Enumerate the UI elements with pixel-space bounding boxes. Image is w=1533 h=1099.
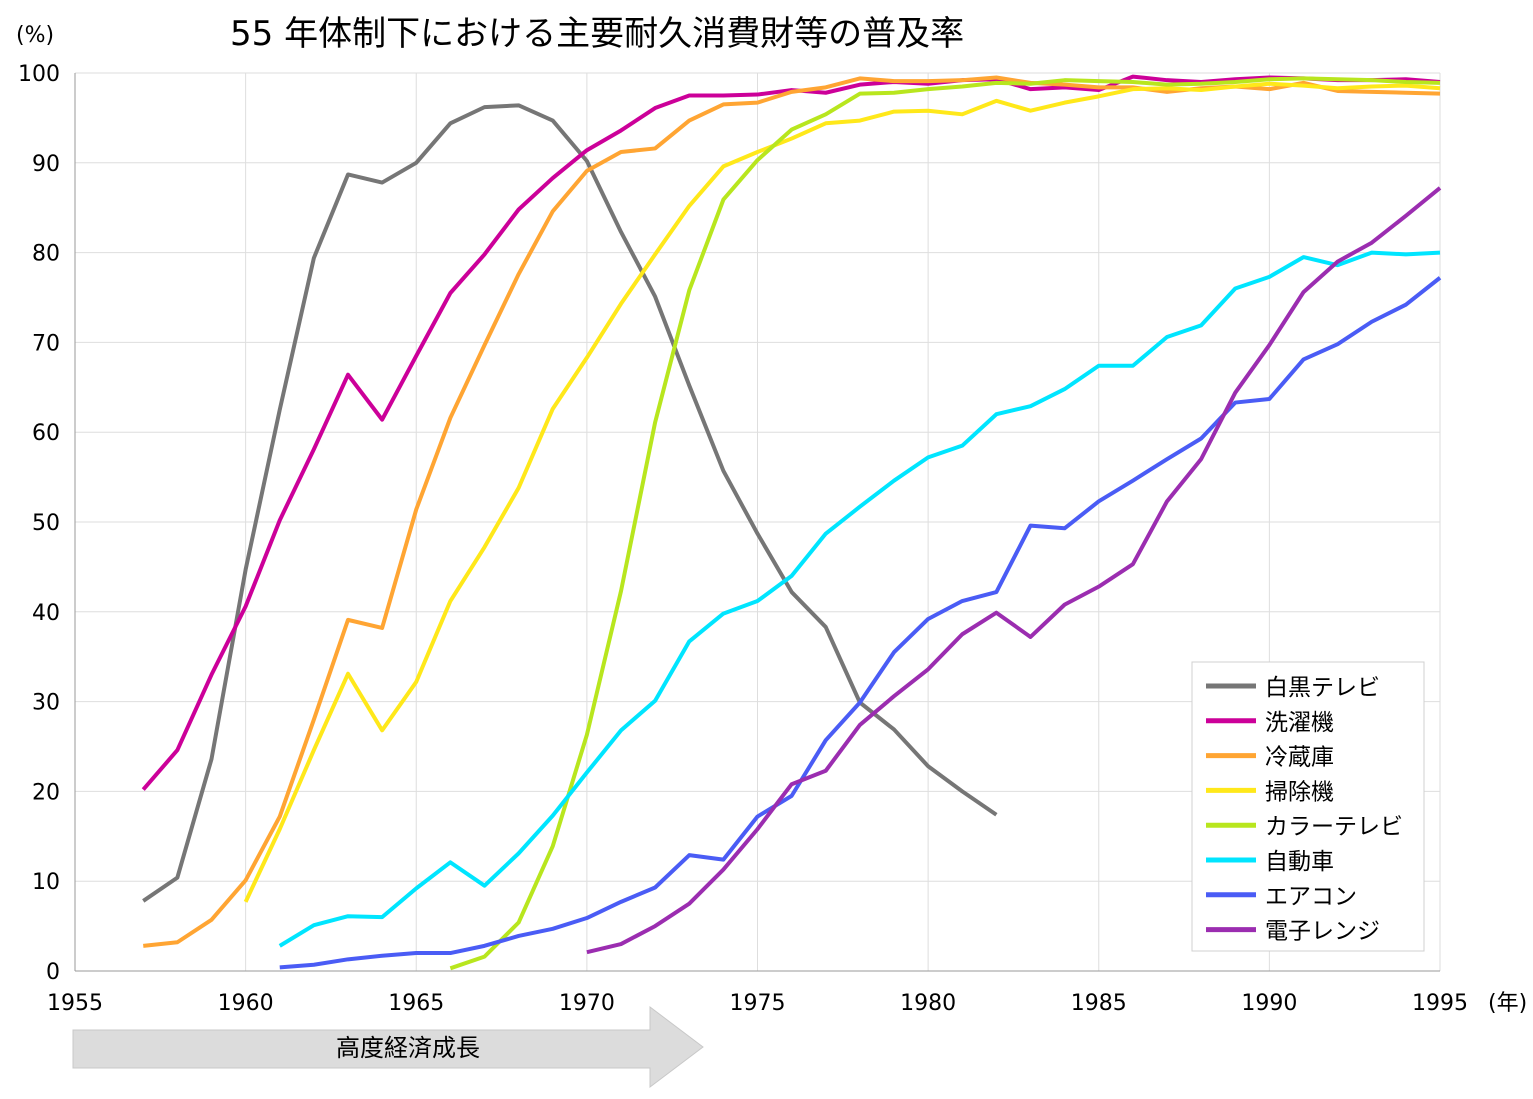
y-axis-label: (%) (16, 23, 54, 48)
x-tick-label: 1990 (1241, 991, 1297, 1016)
x-tick-label: 1985 (1071, 991, 1127, 1016)
y-tick-label: 50 (32, 511, 60, 536)
x-tick-label: 1970 (559, 991, 615, 1016)
series-line (586, 186, 1442, 955)
series-line (278, 250, 1441, 948)
y-tick-label: 100 (18, 62, 60, 87)
annotation-label: 高度経済成長 (336, 1034, 480, 1062)
legend-label: 自動車 (1265, 849, 1334, 875)
y-tick-label: 70 (32, 331, 60, 356)
x-tick-label: 1955 (47, 991, 103, 1016)
x-axis-label: (年) (1488, 991, 1527, 1016)
series-line (142, 103, 998, 903)
legend-label: 冷蔵庫 (1265, 745, 1334, 771)
legend-label: 白黒テレビ (1265, 675, 1380, 701)
y-tick-label: 80 (32, 242, 60, 267)
series-line (449, 76, 1441, 971)
legend-label: エアコン (1265, 884, 1357, 910)
x-tick-label: 1975 (730, 991, 786, 1016)
series-line (243, 81, 1441, 903)
annotation-arrow: 高度経済成長 (72, 1005, 704, 1089)
x-tick-label: 1965 (388, 991, 444, 1016)
y-tick-label: 90 (32, 152, 60, 177)
x-tick-label: 1995 (1412, 991, 1468, 1016)
y-tick-label: 0 (46, 960, 60, 985)
series-line (279, 276, 1442, 970)
legend-label: カラーテレビ (1265, 814, 1403, 840)
y-tick-label: 60 (32, 421, 60, 446)
x-tick-label: 1960 (218, 991, 274, 1016)
y-tick-label: 20 (32, 780, 60, 805)
chart-title: 55 年体制下における主要耐久消費財等の普及率 (230, 14, 964, 54)
y-tick-label: 30 (32, 691, 60, 716)
y-tick-label: 10 (32, 870, 60, 895)
legend-label: 電子レンジ (1265, 919, 1380, 945)
legend-label: 掃除機 (1265, 779, 1334, 805)
x-tick-label: 1980 (900, 991, 956, 1016)
y-tick-label: 40 (32, 601, 60, 626)
legend-label: 洗濯機 (1265, 710, 1334, 736)
